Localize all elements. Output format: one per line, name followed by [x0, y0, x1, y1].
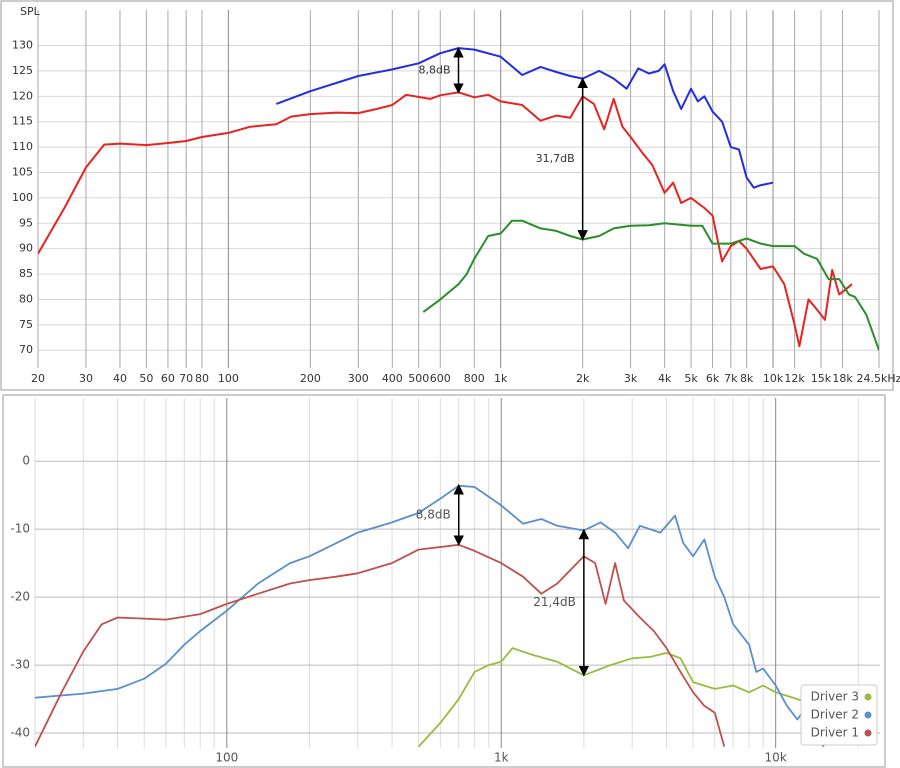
annotation-label: 21,4dB [533, 595, 576, 609]
top-panel [0, 0, 894, 391]
legend-label: Driver 3 [811, 690, 859, 704]
legend-label: Driver 1 [811, 726, 859, 740]
x-tick-label: 1k [494, 751, 509, 765]
annotation-label: 8,8dB [418, 63, 450, 76]
annotation-label: 31,7dB [536, 152, 575, 165]
y-axis-label: SPL [20, 5, 41, 18]
x-tick-label: 800 [464, 372, 485, 385]
x-tick-label: 2k [576, 372, 590, 385]
x-tick-label: 70 [179, 372, 193, 385]
series-line [35, 543, 726, 747]
x-tick-label: 80 [195, 372, 209, 385]
top-chart: 70 75 80 85 90 95 100 105 110 115 120 125 130 20 30 40 5… [12, 5, 900, 385]
legend-box [800, 684, 878, 746]
y-tick-label: 75 [19, 318, 33, 331]
x-tick-label: 8k [740, 372, 754, 385]
y-tick-label: 105 [12, 165, 33, 178]
x-tick-label: 100 [215, 751, 238, 765]
y-tick-label: 110 [12, 140, 33, 153]
y-tick-label: 130 [12, 39, 33, 52]
series-line [417, 647, 833, 748]
x-tick-label: 10k [765, 751, 787, 765]
x-tick-label: 7k [724, 372, 738, 385]
series-line [422, 219, 879, 351]
x-tick-label: 50 [139, 372, 153, 385]
y-tick-label: 85 [19, 267, 33, 280]
x-tick-label: 500 [408, 372, 429, 385]
x-tick-label: 100 [218, 372, 239, 385]
x-tick-label: 5k [684, 372, 698, 385]
y-tick-label: 125 [12, 64, 33, 77]
legend-swatch [864, 711, 872, 719]
x-tick-label: 6k [706, 372, 720, 385]
y-tick-label: -30 [10, 658, 30, 672]
x-tick-label: 24.5kHz [857, 372, 900, 385]
legend-swatch [864, 729, 872, 737]
y-tick-label: 90 [19, 242, 33, 255]
series-line [275, 47, 774, 189]
x-tick-label: 30 [79, 372, 93, 385]
x-tick-label: 600 [430, 372, 451, 385]
annotation-label: 8,8dB [416, 507, 451, 521]
legend-label: Driver 2 [811, 708, 859, 722]
x-tick-label: 400 [382, 372, 403, 385]
y-tick-label: 80 [19, 292, 33, 305]
x-tick-label: 20 [31, 372, 45, 385]
bottom-chart: -40 -30 -20 -10 0 100 1k 10k 8,8dB 21,4dB Driver 3… [10, 398, 880, 765]
x-tick-label: 4k [658, 372, 672, 385]
bottom-panel [2, 394, 886, 768]
y-tick-label: 100 [12, 191, 33, 204]
x-tick-label: 3k [624, 372, 638, 385]
x-tick-label: 12k [784, 372, 805, 385]
x-tick-label: 200 [300, 372, 321, 385]
y-tick-label: -20 [10, 590, 30, 604]
x-tick-label: 300 [348, 372, 369, 385]
x-tick-label: 15k [811, 372, 832, 385]
y-tick-label: -10 [10, 522, 30, 536]
x-tick-label: 1k [494, 372, 508, 385]
y-tick-label: 70 [19, 343, 33, 356]
x-tick-label: 40 [113, 372, 127, 385]
y-tick-label: 115 [12, 115, 33, 128]
x-tick-label: 18k [832, 372, 853, 385]
y-tick-label: -40 [10, 726, 30, 740]
x-tick-label: 60 [161, 372, 175, 385]
y-tick-label: 120 [12, 89, 33, 102]
x-tick-label: 10k [763, 372, 784, 385]
y-tick-label: 0 [22, 454, 30, 468]
y-tick-label: 95 [19, 216, 33, 229]
legend-swatch [864, 693, 872, 701]
